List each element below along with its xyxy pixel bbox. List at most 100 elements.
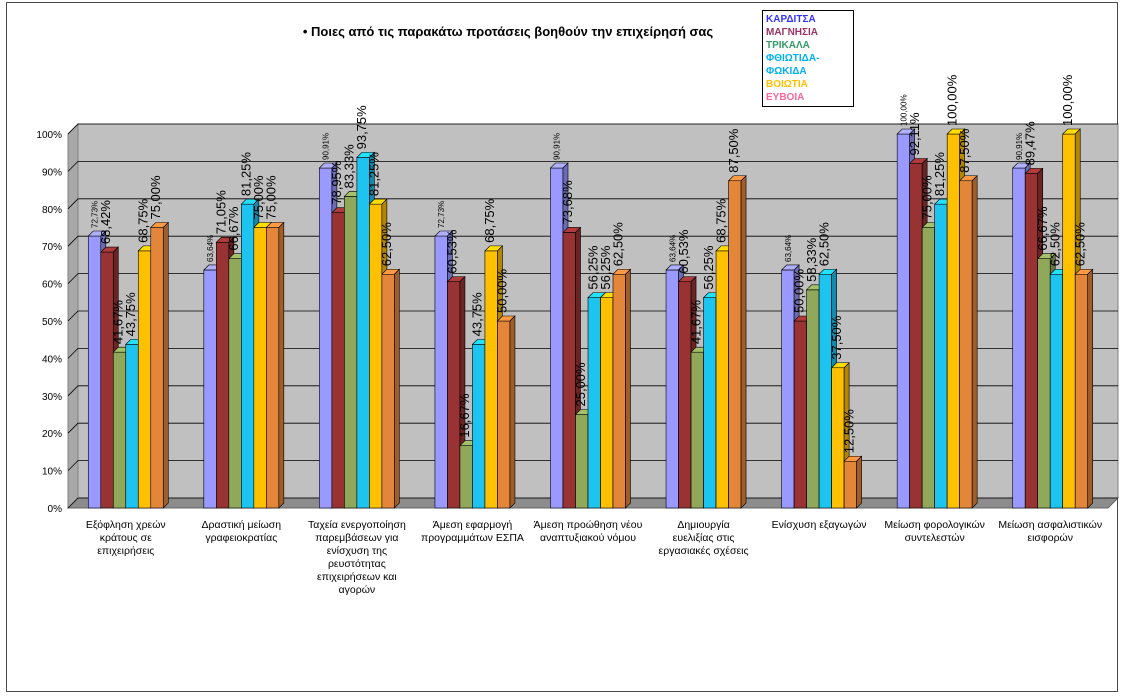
y-tick-label: 80% <box>42 205 62 216</box>
bar-4-8 <box>1062 133 1076 509</box>
gridline <box>67 385 1118 397</box>
data-label: 41,67% <box>688 300 703 345</box>
data-label: 87,50% <box>726 128 741 173</box>
category-label: Άμεση προώθηση νέου αναπτυξιακού νόμου <box>534 519 643 544</box>
data-label: 75,00% <box>148 175 163 220</box>
bar-side <box>394 268 400 509</box>
bar-5-8 <box>1074 273 1089 509</box>
y-tick-label: 70% <box>42 242 62 253</box>
gridline <box>67 235 1118 247</box>
bar-0-7 <box>896 133 910 509</box>
data-label: 75,00% <box>264 175 279 220</box>
data-label: 43,75% <box>123 292 138 337</box>
data-label: 92,11% <box>907 112 922 156</box>
gridline <box>67 422 1118 434</box>
bar-1-6 <box>793 320 807 509</box>
legend: ΚΑΡΔΙΤΣΑ ΜΑΓΝΗΣΙΑ ΤΡΙΚΑΛΑ ΦΘΙΩΤΙΔΑ- ΦΩΚΙΔΑ ΒΟ… <box>762 10 854 107</box>
bar-2-2 <box>344 196 358 509</box>
data-label: 72,73% <box>437 201 446 228</box>
bar-3-6 <box>818 273 832 509</box>
data-label: 66,67% <box>1035 206 1050 251</box>
bar-3-0 <box>125 344 139 509</box>
bar-2-1 <box>228 258 242 509</box>
bar-5-5 <box>728 180 742 509</box>
bar-side <box>278 221 285 509</box>
y-tick-label: 50% <box>42 317 62 328</box>
gridline <box>67 347 1118 359</box>
bar-5-2 <box>381 273 395 509</box>
data-label: 62,50% <box>1047 222 1062 267</box>
bar-2-4 <box>575 414 589 509</box>
data-label: 41,67% <box>111 300 126 345</box>
bar-3-2 <box>356 157 370 509</box>
bar-5-1 <box>266 227 280 509</box>
gridline <box>67 460 1118 471</box>
data-label: 75,00% <box>919 175 934 220</box>
category-label: Εξόφληση χρεών κράτους σε επιχειρήσεις <box>86 519 166 557</box>
bar-side <box>971 175 978 509</box>
legend-entry: ΤΡΙΚΑΛΑ <box>766 40 810 51</box>
bar-0-8 <box>1012 167 1026 509</box>
data-label: 68,75% <box>713 198 728 243</box>
data-label: 81,25% <box>367 152 382 197</box>
data-label: 81,25% <box>239 152 254 197</box>
category-label: Δημιουργία ευελιξίας στις εργασιακές σχέσε… <box>659 519 749 557</box>
gridline <box>67 198 1118 210</box>
data-label: 25,00% <box>573 362 588 407</box>
bar-0-2 <box>319 167 333 509</box>
data-label: 68,75% <box>482 198 497 243</box>
bar-side <box>162 221 169 509</box>
bar-5-4 <box>612 273 626 509</box>
data-label: 62,50% <box>379 222 394 267</box>
data-label: 100,00% <box>944 74 959 126</box>
data-label: 56,25% <box>598 245 613 290</box>
bar-2-5 <box>690 351 704 509</box>
legend-entry: ΕΥΒΟΙΑ <box>766 92 805 103</box>
bar-3-5 <box>703 297 717 509</box>
data-label: 81,25% <box>932 152 947 197</box>
chart-title: • Ποιες από τις παρακάτω προτάσεις βοηθο… <box>303 24 714 39</box>
category-label: Ενίσχυση εξαγωγών <box>772 519 867 531</box>
data-label: 50,00% <box>495 268 510 313</box>
bar-0-1 <box>203 269 217 509</box>
gridline <box>67 310 1118 322</box>
data-label: 62,50% <box>610 222 625 267</box>
legend-entry: ΚΑΡΔΙΤΣΑ <box>766 14 816 25</box>
y-tick-label: 100% <box>36 130 62 141</box>
data-label: 37,50% <box>829 315 844 360</box>
data-label: 56,25% <box>585 245 600 290</box>
data-label: 60,53% <box>676 229 691 274</box>
y-tick-label: 0% <box>48 504 63 515</box>
category-label: Άμεση εφαρμογή προγραμμάτων ΕΣΠΑ <box>421 519 524 544</box>
category-label: Μείωση φορολογικών συντελεστών <box>884 519 985 544</box>
data-label: 63,64% <box>206 235 215 262</box>
bar-1-1 <box>216 241 230 509</box>
data-label: 93,75% <box>354 105 369 150</box>
bar-3-1 <box>241 203 255 509</box>
y-tick-label: 30% <box>42 392 62 403</box>
bar-5-6 <box>843 460 857 509</box>
bar-side <box>740 175 747 509</box>
bar-4-4 <box>600 297 614 509</box>
data-label: 56,25% <box>701 245 716 290</box>
data-label: 90,91% <box>1015 133 1024 160</box>
bar-5-3 <box>497 320 511 509</box>
data-label: 73,68% <box>560 180 575 225</box>
bar-3-7 <box>934 203 948 509</box>
category-label: Μείωση ασφαλιστικών εισφορών <box>998 519 1102 544</box>
category-label: Δραστική μείωση γραφειοκρατίας <box>202 519 282 544</box>
data-label: 89,47% <box>1022 121 1037 166</box>
data-label: 12,50% <box>841 409 856 454</box>
bar-1-2 <box>331 212 345 509</box>
category-label: Ταχεία ενεργοποίηση παρεμβάσεων για ενίσχυ… <box>308 519 406 596</box>
data-label: 100,00% <box>1060 74 1075 126</box>
y-tick-label: 10% <box>42 467 62 478</box>
data-label: 16,67% <box>457 393 472 438</box>
data-label: 62,50% <box>816 222 831 267</box>
bar-2-7 <box>921 227 935 509</box>
bar-2-6 <box>806 289 820 509</box>
bar-2-0 <box>112 351 127 509</box>
data-label: 72,73% <box>91 201 100 228</box>
bar-2-3 <box>459 445 473 509</box>
data-label: 62,50% <box>1072 222 1087 267</box>
